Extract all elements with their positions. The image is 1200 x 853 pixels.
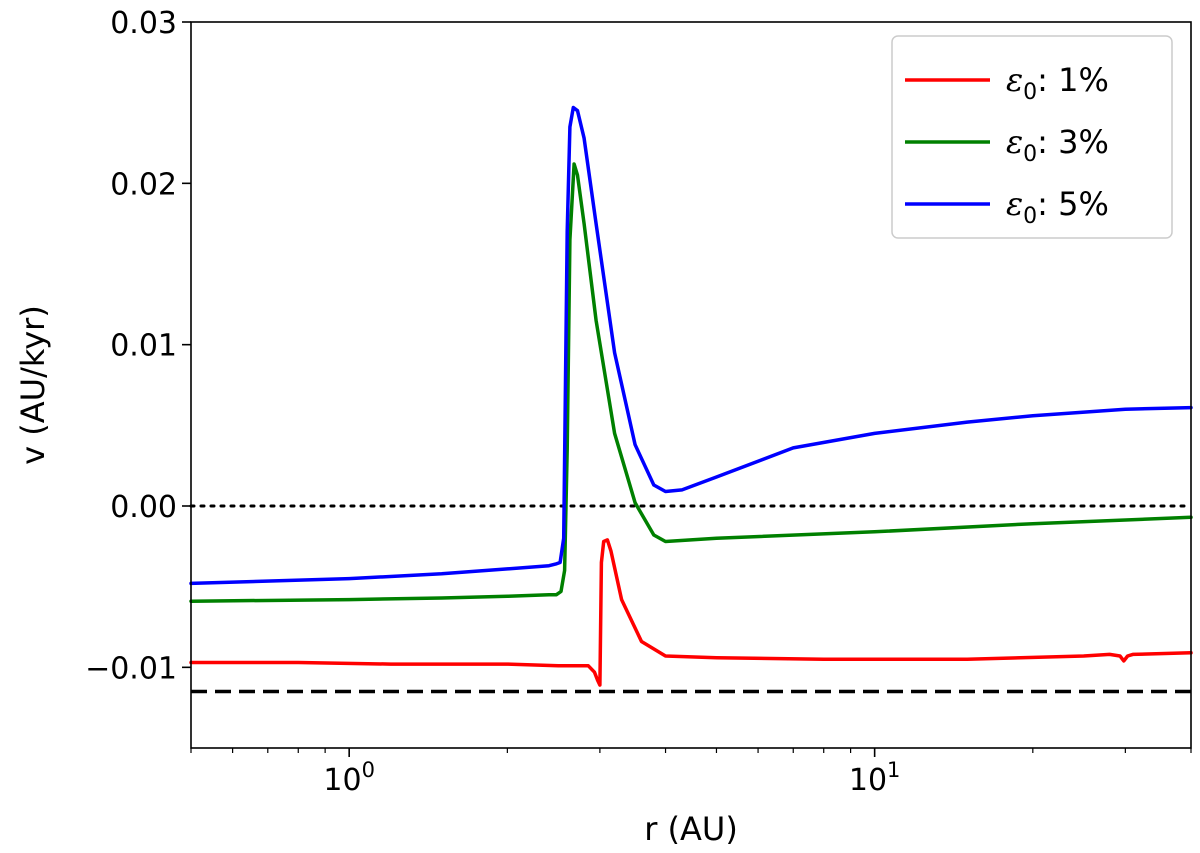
y-tick-label: −0.01: [85, 651, 177, 686]
y-axis-title: v (AU/kyr): [14, 305, 52, 465]
legend-label-1: ε0: 1%: [1006, 61, 1109, 105]
legend: ε0: 1% ε0: 3% ε0: 5%: [891, 35, 1173, 239]
series-line-3: [189, 105, 1193, 586]
legend-box: [891, 35, 1173, 239]
y-tick-label: 0.01: [110, 329, 177, 364]
plot-frame: [190, 21, 1192, 749]
x-axis-ticks: 100 101: [190, 748, 1192, 798]
legend-label-3: ε0: 5%: [1006, 185, 1109, 229]
x-axis-title: r (AU): [644, 810, 738, 848]
y-tick-label: 0.00: [110, 490, 177, 525]
series-line-1: [189, 538, 1193, 687]
series-line-2: [189, 162, 1193, 603]
x-tick-label: 100: [323, 758, 375, 798]
y-tick-label: 0.03: [110, 6, 177, 41]
x-tick-label: 101: [849, 758, 901, 798]
series-lines: [189, 105, 1193, 687]
y-axis-ticks: 0.03 0.02 0.01 0.00 −0.01: [85, 6, 191, 686]
y-tick-label: 0.02: [110, 167, 177, 202]
legend-label-2: ε0: 3%: [1006, 123, 1109, 167]
reference-lines: [189, 504, 1193, 694]
